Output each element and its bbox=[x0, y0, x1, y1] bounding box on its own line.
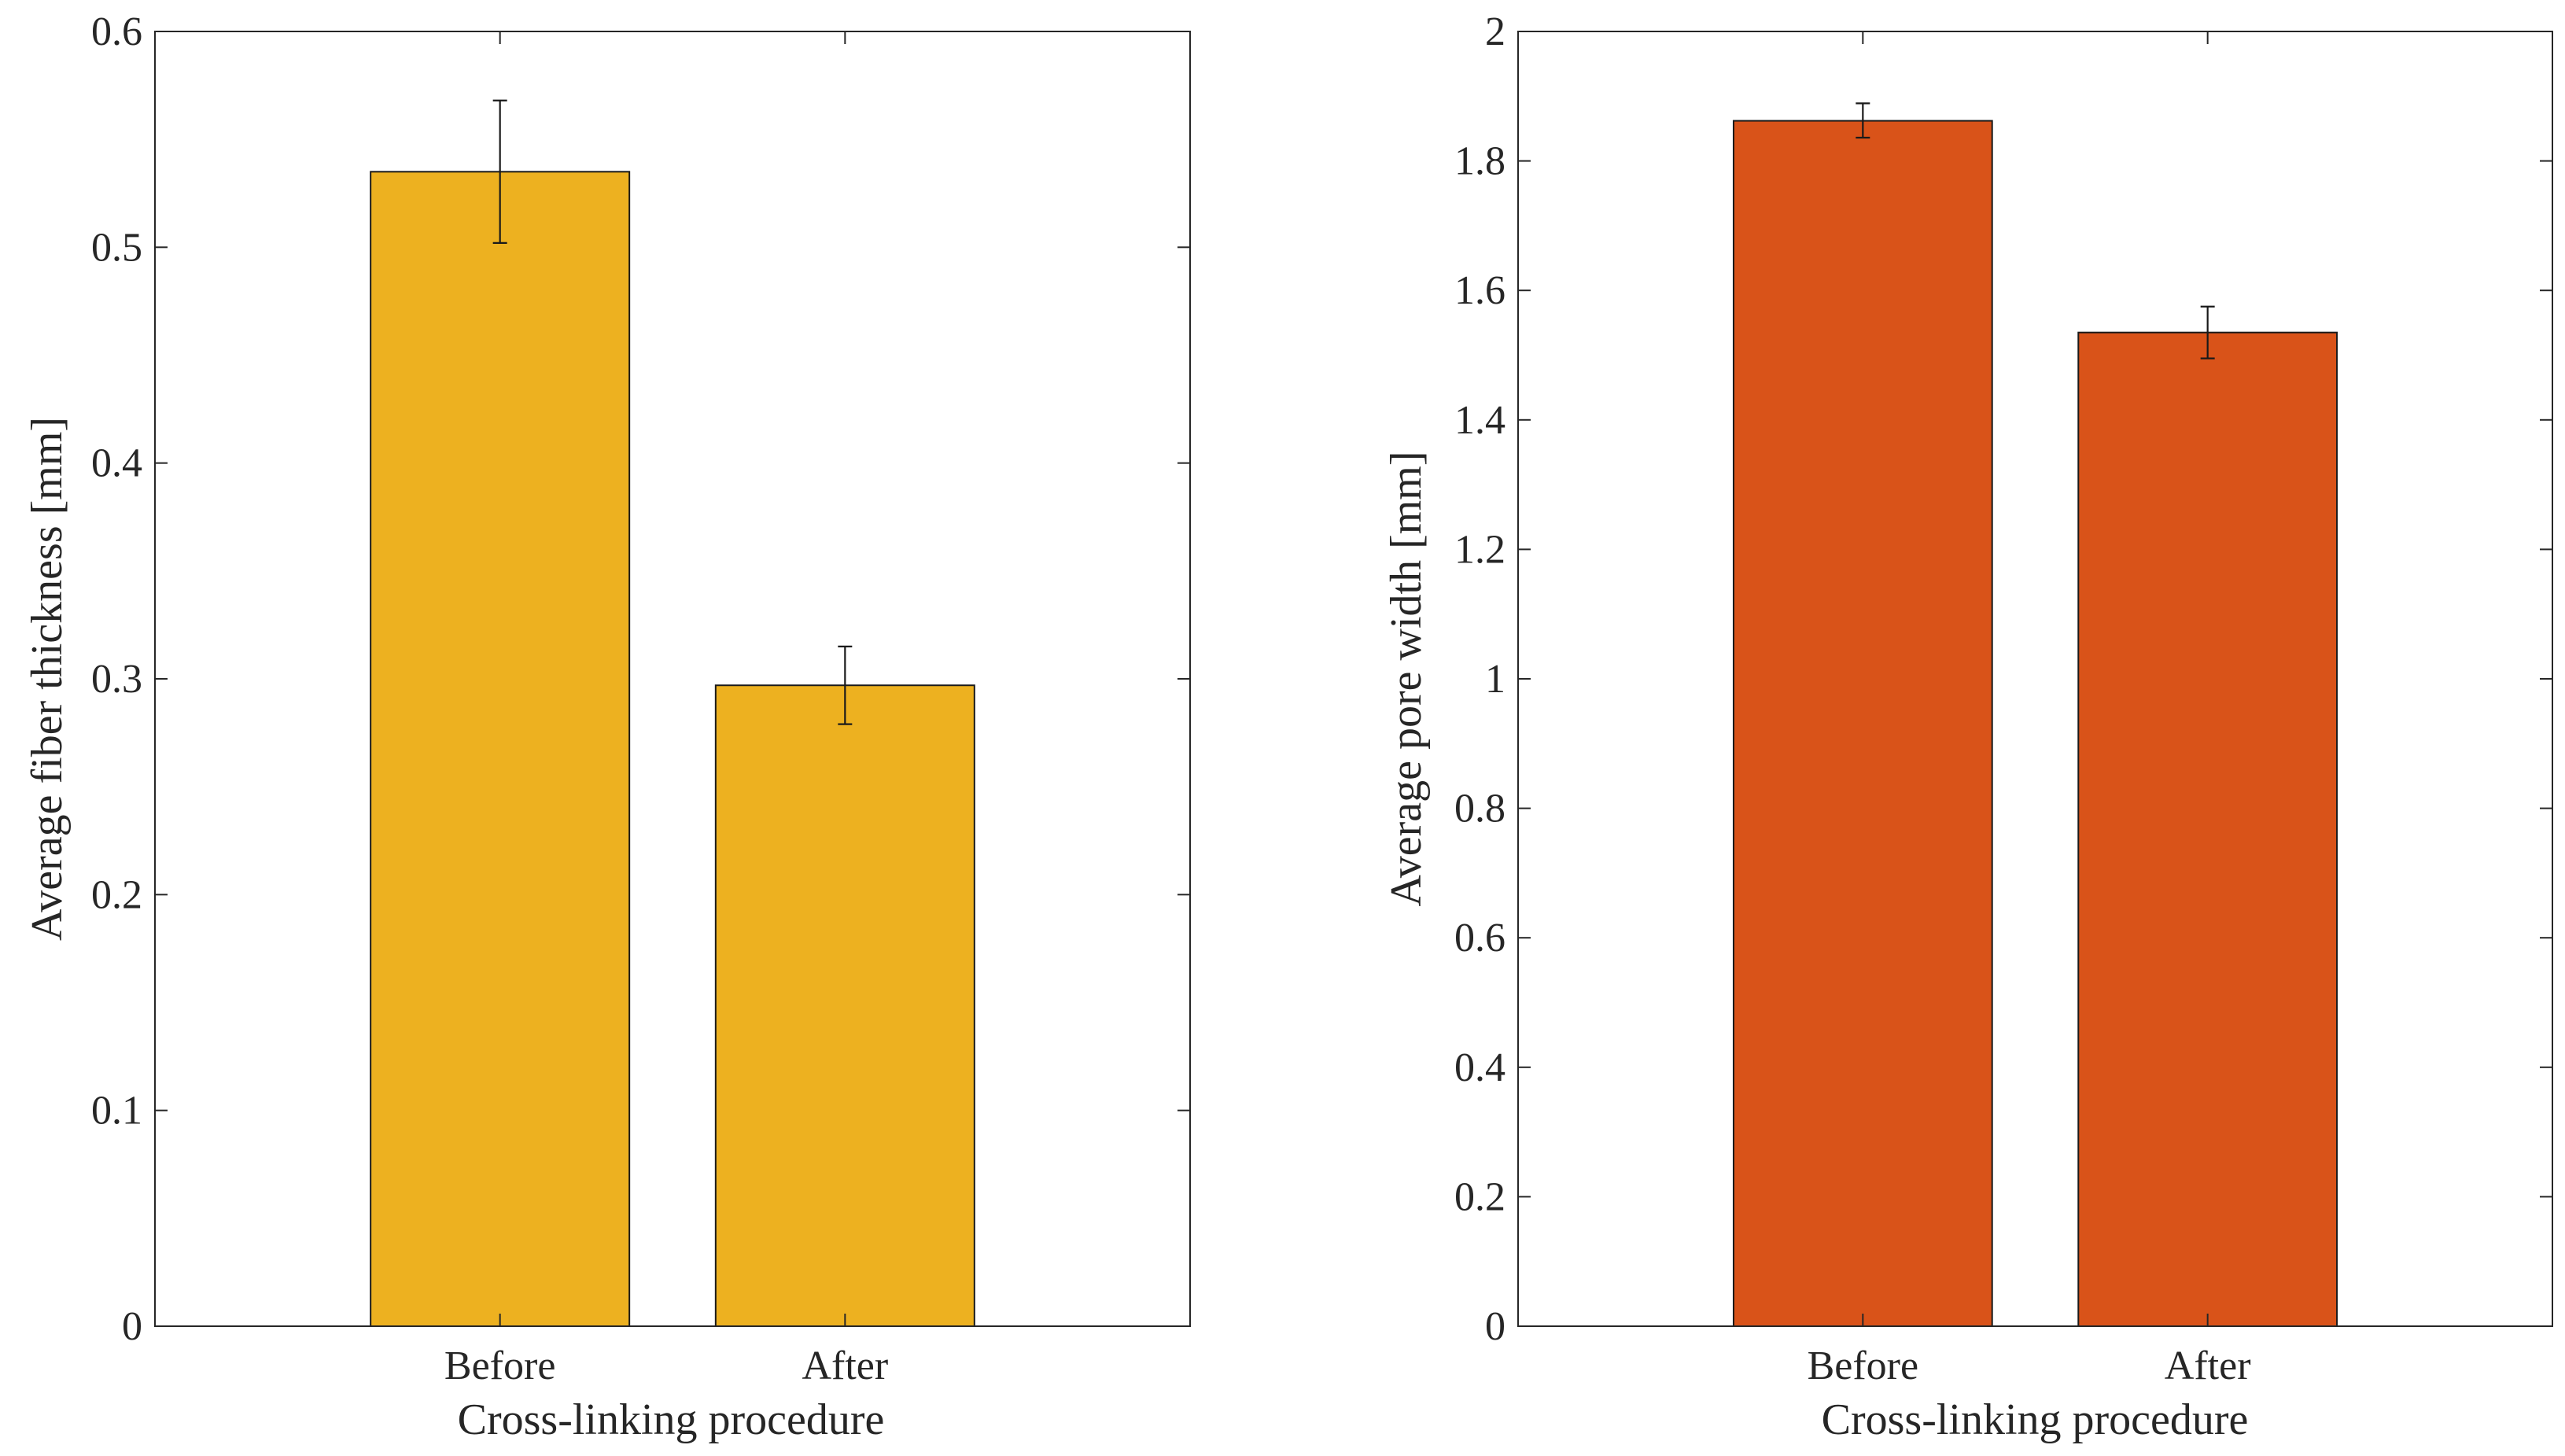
y-tick-label: 1.4 bbox=[1454, 398, 1505, 443]
y-tick-label: 1.8 bbox=[1454, 139, 1505, 184]
y-tick-label: 1.6 bbox=[1454, 268, 1505, 313]
y-tick-label: 0.4 bbox=[1454, 1045, 1505, 1090]
y-tick-label: 0.8 bbox=[1454, 787, 1505, 831]
y-axis-title: Average pore width [mm] bbox=[1382, 452, 1431, 907]
y-tick-label: 0.5 bbox=[91, 225, 142, 270]
x-axis-title: Cross-linking procedure bbox=[458, 1395, 885, 1444]
error-bar-after bbox=[2200, 305, 2215, 359]
bar-after bbox=[2077, 331, 2338, 1328]
y-tick-label: 1.2 bbox=[1454, 527, 1505, 572]
pore-width-chart: Average pore width [mm] Cross-linking pr… bbox=[1382, 9, 2553, 1444]
bar-before bbox=[1732, 120, 1993, 1328]
bar-after bbox=[714, 684, 975, 1327]
y-tick-label: 0.4 bbox=[91, 441, 142, 486]
y-tick-label: 0.1 bbox=[91, 1089, 142, 1133]
error-bar-after bbox=[838, 645, 853, 725]
error-bar-before bbox=[1856, 102, 1870, 139]
y-tick-label: 0.2 bbox=[91, 872, 142, 917]
y-tick-label: 0 bbox=[122, 1304, 142, 1349]
y-tick-label: 2 bbox=[1485, 9, 1505, 54]
y-tick-label: 1 bbox=[1485, 657, 1505, 702]
y-tick-label: 0.2 bbox=[1454, 1174, 1505, 1219]
error-bar-before bbox=[492, 99, 507, 244]
y-tick-label: 0.6 bbox=[1454, 916, 1505, 960]
x-axis-title: Cross-linking procedure bbox=[1822, 1395, 2249, 1444]
y-tick-label: 0.6 bbox=[91, 9, 142, 54]
x-tick-label: After bbox=[2165, 1344, 2251, 1388]
y-tick-label: 0.3 bbox=[91, 657, 142, 702]
x-tick-label: Before bbox=[444, 1344, 555, 1388]
x-tick-label: After bbox=[802, 1344, 888, 1388]
bar-before bbox=[370, 171, 631, 1328]
y-axis-title: Average fiber thickness [mm] bbox=[23, 417, 72, 941]
x-tick-label: Before bbox=[1808, 1344, 1918, 1388]
fiber-thickness-chart: Average fiber thickness [mm] Cross-linki… bbox=[23, 9, 1191, 1444]
y-tick-label: 0 bbox=[1485, 1304, 1505, 1349]
